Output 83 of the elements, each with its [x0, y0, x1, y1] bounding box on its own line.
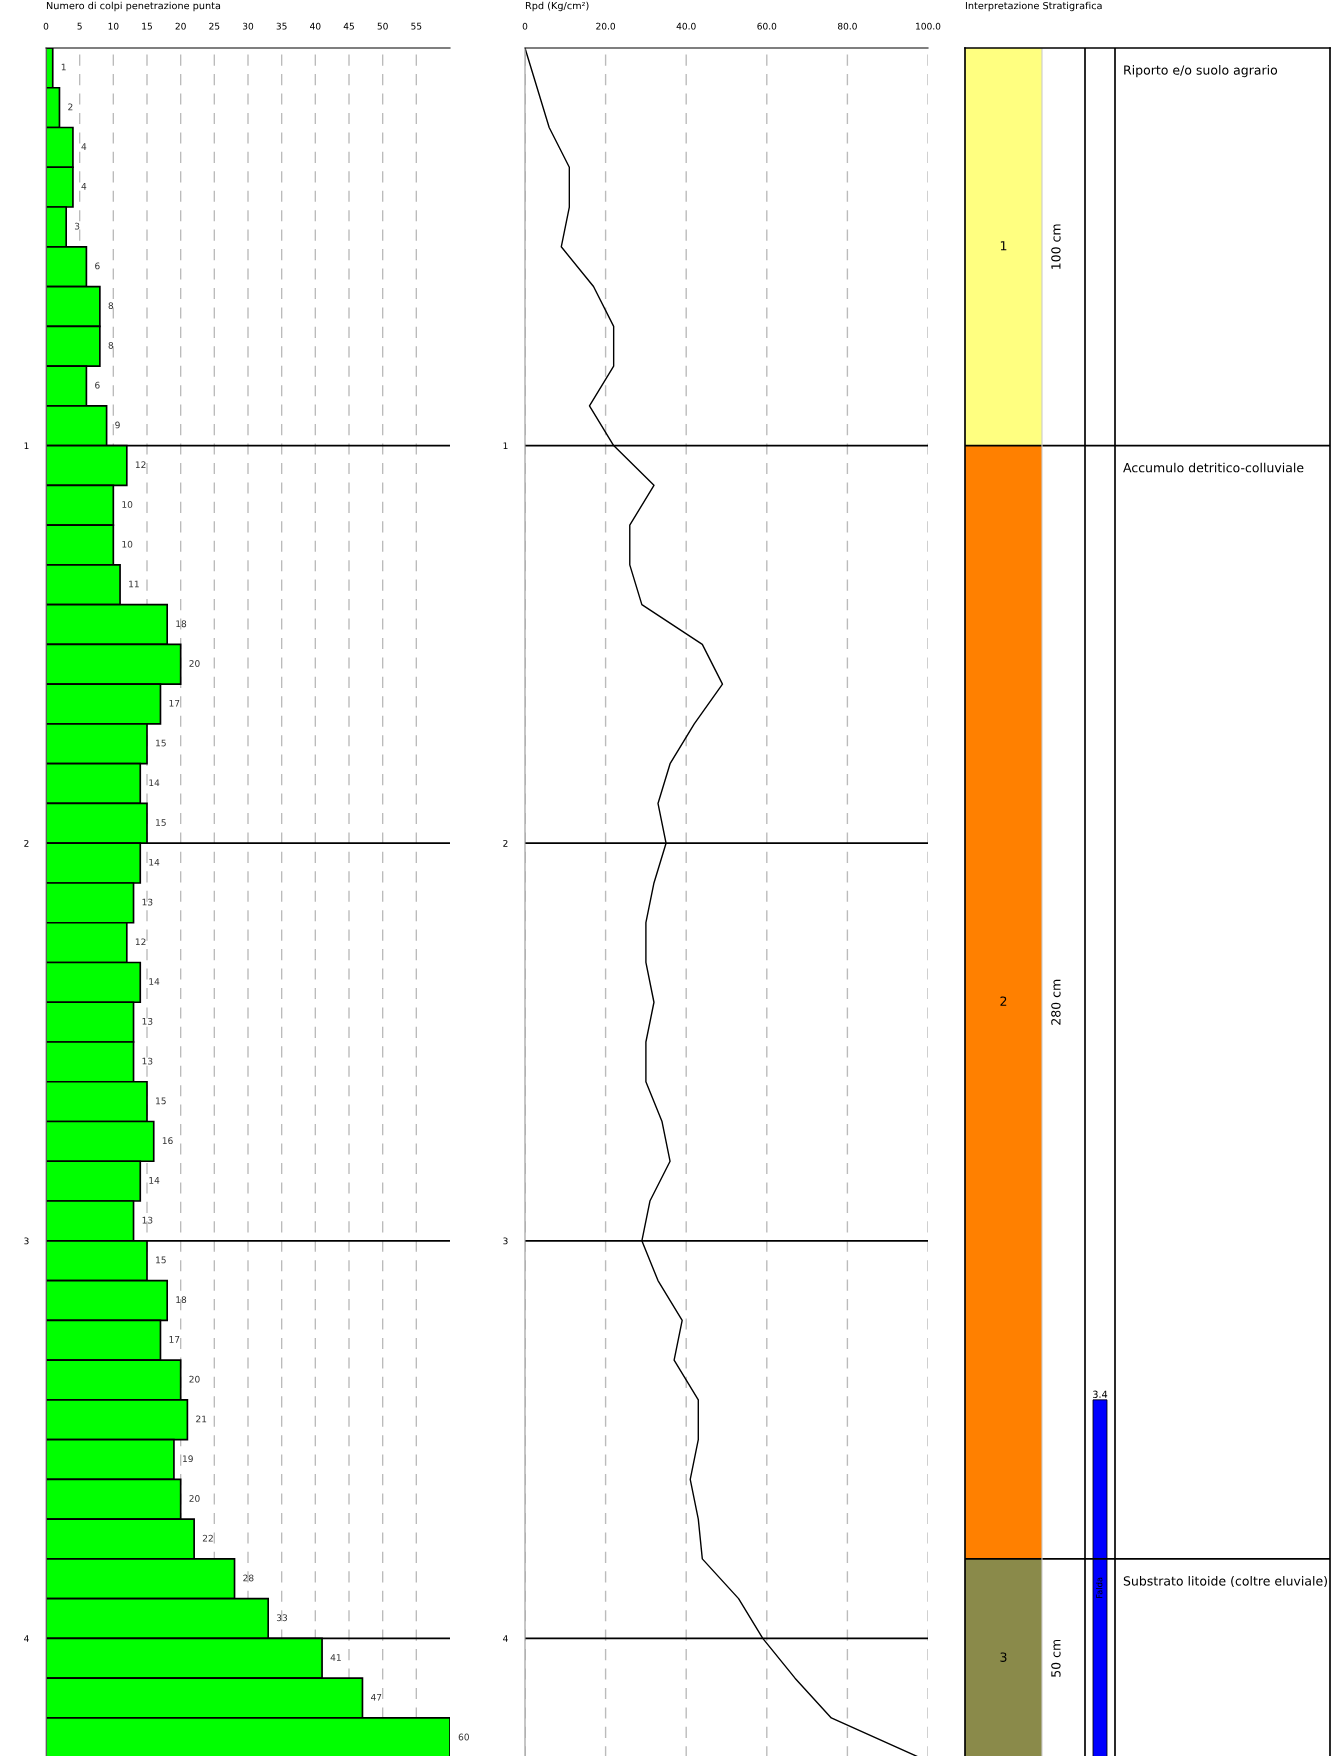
data-label: 60 — [458, 1733, 469, 1741]
data-label: 20 — [189, 1495, 200, 1502]
data-label: 6 — [95, 381, 100, 389]
x-tick-label: 5 — [77, 22, 82, 30]
x-tick-label: 100.0 — [916, 22, 941, 30]
data-label: 20 — [189, 660, 200, 667]
data-label: 13 — [142, 1057, 153, 1065]
x-tick-label: 10 — [108, 22, 119, 30]
data-label: 16 — [162, 1137, 173, 1145]
data-label: 28 — [243, 1574, 254, 1582]
text: Riporto e/o suolo agrario — [1124, 65, 1278, 78]
data-label: 14 — [149, 1177, 160, 1184]
data-label: 17 — [169, 699, 180, 707]
data-label: 22 — [202, 1534, 213, 1542]
data-label: 33 — [276, 1614, 288, 1622]
data-label: 50 cm — [1051, 1639, 1061, 1677]
data-label: 8 — [108, 302, 114, 310]
data-label: 12 — [135, 938, 146, 946]
data-label: 4 — [81, 143, 87, 150]
x-tick-label: 0 — [43, 22, 49, 30]
data-label: 18 — [176, 620, 187, 628]
x-tick-label: 50 — [377, 22, 388, 30]
chart-title: Rpd (Kg/cm²) — [525, 1, 589, 12]
x-tick-label: 60.0 — [757, 22, 777, 30]
data-label: 11 — [129, 580, 139, 588]
text: Accumulo detritico-colluviale — [1123, 462, 1304, 473]
data-label: 1 — [61, 63, 66, 71]
data-label: 21 — [196, 1415, 207, 1423]
text: Falda — [1095, 1577, 1103, 1599]
y-tick-label: 4 — [503, 1635, 508, 1642]
data-label: 10 — [122, 540, 133, 548]
data-label: 3 — [74, 222, 80, 230]
y-tick-label: 2 — [503, 839, 508, 847]
y-tick-label: 1 — [24, 442, 29, 450]
chart-title: Numero di colpi penetrazione punta — [46, 1, 221, 12]
data-label: 20 — [189, 1375, 200, 1383]
data-label: 2 — [68, 103, 73, 111]
data-label: 14 — [149, 779, 160, 787]
y-tick-label: 3 — [503, 1237, 508, 1245]
text: Interpretazione Stratigrafica — [965, 1, 1102, 12]
data-label: 280 cm — [1051, 979, 1061, 1025]
text: 3.4 — [1093, 1390, 1108, 1398]
data-label: 15 — [156, 1256, 166, 1264]
x-tick-label: 35 — [276, 22, 287, 30]
data-label: 47 — [370, 1693, 382, 1701]
x-tick-label: 25 — [209, 22, 220, 30]
data-label: 100 cm — [1051, 224, 1061, 269]
x-tick-label: 80.0 — [837, 22, 857, 30]
x-tick-label: 40.0 — [676, 22, 696, 30]
data-label: 4 — [81, 183, 87, 190]
x-tick-label: 45 — [343, 22, 354, 30]
data-label: 17 — [169, 1336, 180, 1343]
x-tick-label: 20 — [175, 22, 186, 30]
data-label: 13 — [142, 1017, 153, 1025]
text: Substrato litoide (coltre eluviale) — [1123, 1575, 1327, 1588]
x-tick-label: 30 — [242, 22, 254, 30]
data-label: 13 — [142, 898, 153, 906]
data-label: 8 — [108, 341, 114, 349]
x-tick-label: 0 — [522, 22, 528, 30]
y-tick-label: 4 — [24, 1635, 29, 1642]
x-tick-label: 15 — [142, 22, 152, 30]
data-label: 15 — [156, 739, 166, 747]
category-label: 2 — [1000, 996, 1007, 1006]
y-tick-label: 1 — [503, 442, 508, 450]
data-label: 18 — [176, 1296, 187, 1304]
data-label: 41 — [330, 1654, 341, 1661]
x-tick-label: 55 — [411, 22, 422, 30]
data-label: 9 — [115, 421, 120, 429]
x-tick-label: 40 — [310, 22, 321, 30]
y-tick-label: 3 — [24, 1237, 29, 1245]
data-label: 6 — [95, 262, 100, 270]
category-label: 3 — [1000, 1652, 1007, 1662]
category-label: 1 — [1000, 241, 1007, 251]
data-label: 12 — [135, 461, 146, 468]
data-label: 19 — [183, 1455, 193, 1463]
data-label: 15 — [156, 1097, 166, 1105]
x-tick-label: 20.0 — [596, 22, 616, 30]
data-label: 14 — [149, 858, 160, 866]
y-tick-label: 2 — [24, 839, 29, 847]
data-label: 14 — [149, 978, 160, 985]
data-label: 13 — [142, 1216, 153, 1224]
data-label: 10 — [122, 501, 133, 508]
data-label: 15 — [156, 819, 166, 826]
